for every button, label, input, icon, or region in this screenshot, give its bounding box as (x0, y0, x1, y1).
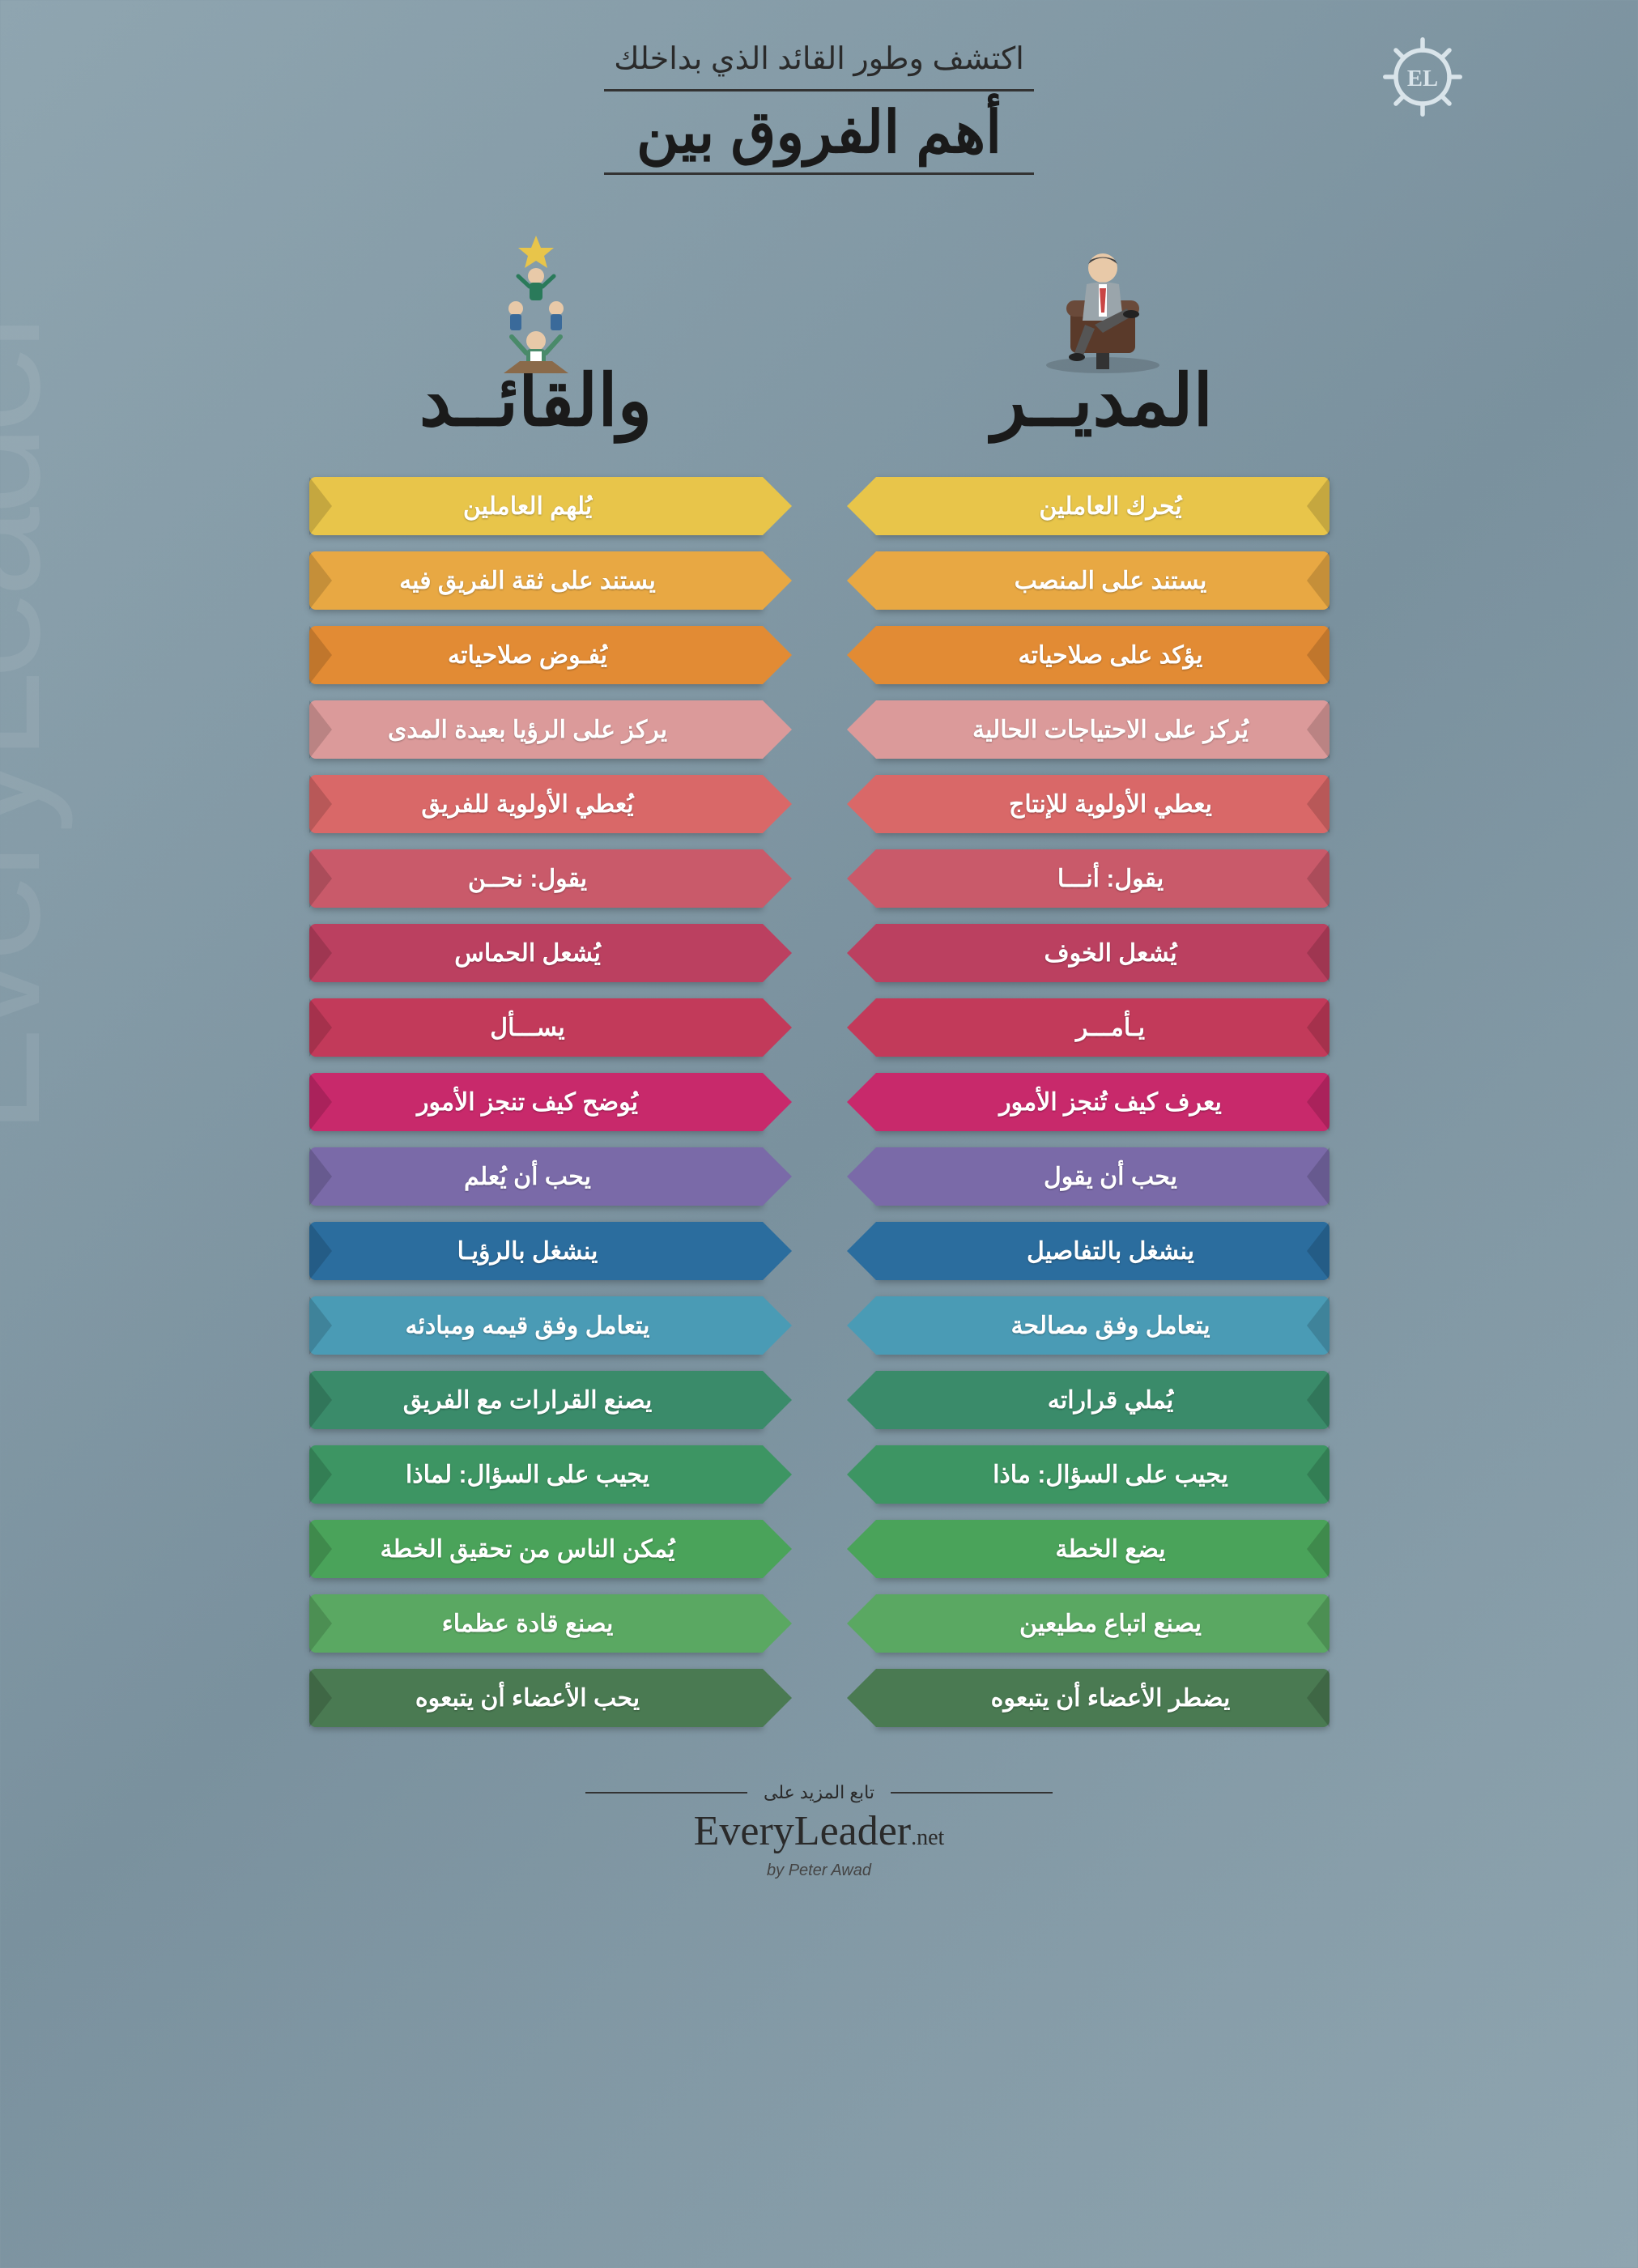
header: اكتشف وطور القائد الذي بداخلك أهم الفروق… (172, 32, 1467, 215)
comparison-row: يعطي الأولوية للإنتاج (876, 768, 1330, 840)
manager-trait: يجيب على السؤال: ماذا (876, 1445, 1330, 1504)
column-leader: والقائــد يُلهم العاملين يستند على ثقة ال… (309, 248, 763, 1734)
leader-trait: يُشعل الحماس (309, 924, 763, 982)
comparison-row: يُفـوض صلاحياته (309, 619, 763, 691)
manager-trait: يصنع اتباع مطيعين (876, 1594, 1330, 1653)
manager-header: المديــر (876, 248, 1330, 442)
leader-trait: يُلهم العاملين (309, 477, 763, 535)
comparison-row: يصنع قادة عظماء (309, 1588, 763, 1659)
leader-trait: يصنع القرارات مع الفريق (309, 1371, 763, 1429)
footer-brand: EveryLeader.net (172, 1807, 1467, 1855)
leader-trait: يُفـوض صلاحياته (309, 626, 763, 684)
leader-trait: يحب الأعضاء أن يتبعوه (309, 1669, 763, 1727)
leader-trait: يتعامل وفق قيمه ومبادئه (309, 1296, 763, 1355)
column-manager: المديــر يُحرك العاملينيستند على المنصبي… (876, 248, 1330, 1734)
leader-trait: يُعطي الأولوية للفريق (309, 775, 763, 833)
comparison-row: يُشعل الخوف (876, 917, 1330, 989)
comparison-row: يضطر الأعضاء أن يتبعوه (876, 1662, 1330, 1734)
comparison-row: يصنع القرارات مع الفريق (309, 1364, 763, 1436)
comparison-row: ينشغل بالرؤيـا (309, 1215, 763, 1287)
comparison-row: يســـأل (309, 992, 763, 1063)
leader-trait: ينشغل بالرؤيـا (309, 1222, 763, 1280)
comparison-row: يستند على المنصب (876, 545, 1330, 616)
comparison-row: يُمكن الناس من تحقيق الخطة (309, 1513, 763, 1585)
comparison-row: يحب أن يقول (876, 1141, 1330, 1212)
leader-illustration-icon (455, 232, 617, 377)
footer: تابع المزيد على EveryLeader.net by Peter… (172, 1782, 1467, 1880)
header-subtitle: اكتشف وطور القائد الذي بداخلك (172, 40, 1467, 77)
infographic-container: EL اكتشف وطور القائد الذي بداخلك أهم الف… (172, 32, 1467, 1880)
manager-trait: يحب أن يقول (876, 1147, 1330, 1206)
comparison-row: يـأمـــر (876, 992, 1330, 1063)
comparison-row: يُحرك العاملين (876, 470, 1330, 542)
comparison-row: يُلهم العاملين (309, 470, 763, 542)
manager-trait: يُشعل الخوف (876, 924, 1330, 982)
comparison-row: يتعامل وفق مصالحة (876, 1290, 1330, 1361)
comparison-row: يعرف كيف تُنجز الأمور (876, 1066, 1330, 1138)
comparison-row: يؤكد على صلاحياته (876, 619, 1330, 691)
leader-trait: يحب أن يُعلم (309, 1147, 763, 1206)
comparison-row: يجيب على السؤال: لماذا (309, 1439, 763, 1510)
leader-trait: يُمكن الناس من تحقيق الخطة (309, 1520, 763, 1578)
manager-trait: يعرف كيف تُنجز الأمور (876, 1073, 1330, 1131)
comparison-row: يحب الأعضاء أن يتبعوه (309, 1662, 763, 1734)
comparison-row: يحب أن يُعلم (309, 1141, 763, 1212)
footer-brand-suffix: .net (911, 1825, 944, 1850)
manager-trait: يتعامل وفق مصالحة (876, 1296, 1330, 1355)
svg-text:EL: EL (1406, 66, 1437, 91)
leader-trait: يصنع قادة عظماء (309, 1594, 763, 1653)
title-rule: أهم الفروق بين (604, 89, 1034, 175)
footer-tagline: تابع المزيد على (172, 1782, 1467, 1803)
manager-trait: يضطر الأعضاء أن يتبعوه (876, 1669, 1330, 1727)
comparison-row: يركز على الرؤيا بعيدة المدى (309, 694, 763, 765)
leader-trait: يســـأل (309, 998, 763, 1057)
manager-trait: يقول: أنـــا (876, 849, 1330, 908)
leader-header: والقائــد (309, 248, 763, 442)
comparison-row: يصنع اتباع مطيعين (876, 1588, 1330, 1659)
comparison-row: يُوضح كيف تنجز الأمور (309, 1066, 763, 1138)
comparison-row: يُركز على الاحتياجات الحالية (876, 694, 1330, 765)
leader-trait: يُوضح كيف تنجز الأمور (309, 1073, 763, 1131)
manager-rows: يُحرك العاملين يستند على المنصب يؤكد على ص… (876, 470, 1330, 1734)
comparison-columns: المديــر يُحرك العاملينيستند على المنصبي… (172, 248, 1467, 1734)
comparison-row: يُملي قراراته (876, 1364, 1330, 1436)
comparison-row: يقول: أنـــا (876, 843, 1330, 914)
comparison-row: يستند على ثقة الفريق فيه (309, 545, 763, 616)
comparison-row: يقول: نحــن (309, 843, 763, 914)
comparison-row: يضع الخطة (876, 1513, 1330, 1585)
header-title: أهم الفروق بين (636, 98, 1002, 166)
leader-trait: يقول: نحــن (309, 849, 763, 908)
leader-trait: يستند على ثقة الفريق فيه (309, 551, 763, 610)
footer-tagline-text: تابع المزيد على (764, 1782, 874, 1803)
comparison-row: يُعطي الأولوية للفريق (309, 768, 763, 840)
footer-author: by Peter Awad (172, 1862, 1467, 1880)
brand-logo-icon: EL (1378, 32, 1467, 121)
footer-brand-name: EveryLeader (694, 1808, 911, 1854)
comparison-row: ينشغل بالتفاصيل (876, 1215, 1330, 1287)
manager-trait: يـأمـــر (876, 998, 1330, 1057)
comparison-row: يجيب على السؤال: ماذا (876, 1439, 1330, 1510)
leader-trait: يركز على الرؤيا بعيدة المدى (309, 700, 763, 759)
manager-trait: يستند على المنصب (876, 551, 1330, 610)
manager-trait: يُملي قراراته (876, 1371, 1330, 1429)
manager-illustration-icon (1022, 232, 1184, 377)
watermark-text: EveryLeader (0, 305, 77, 1134)
leader-rows: يُلهم العاملين يستند على ثقة الفريق فيه يُ… (309, 470, 763, 1734)
manager-trait: ينشغل بالتفاصيل (876, 1222, 1330, 1280)
comparison-row: يتعامل وفق قيمه ومبادئه (309, 1290, 763, 1361)
comparison-row: يُشعل الحماس (309, 917, 763, 989)
manager-trait: يعطي الأولوية للإنتاج (876, 775, 1330, 833)
manager-trait: يُحرك العاملين (876, 477, 1330, 535)
leader-trait: يجيب على السؤال: لماذا (309, 1445, 763, 1504)
manager-trait: يؤكد على صلاحياته (876, 626, 1330, 684)
manager-trait: يضع الخطة (876, 1520, 1330, 1578)
manager-trait: يُركز على الاحتياجات الحالية (876, 700, 1330, 759)
